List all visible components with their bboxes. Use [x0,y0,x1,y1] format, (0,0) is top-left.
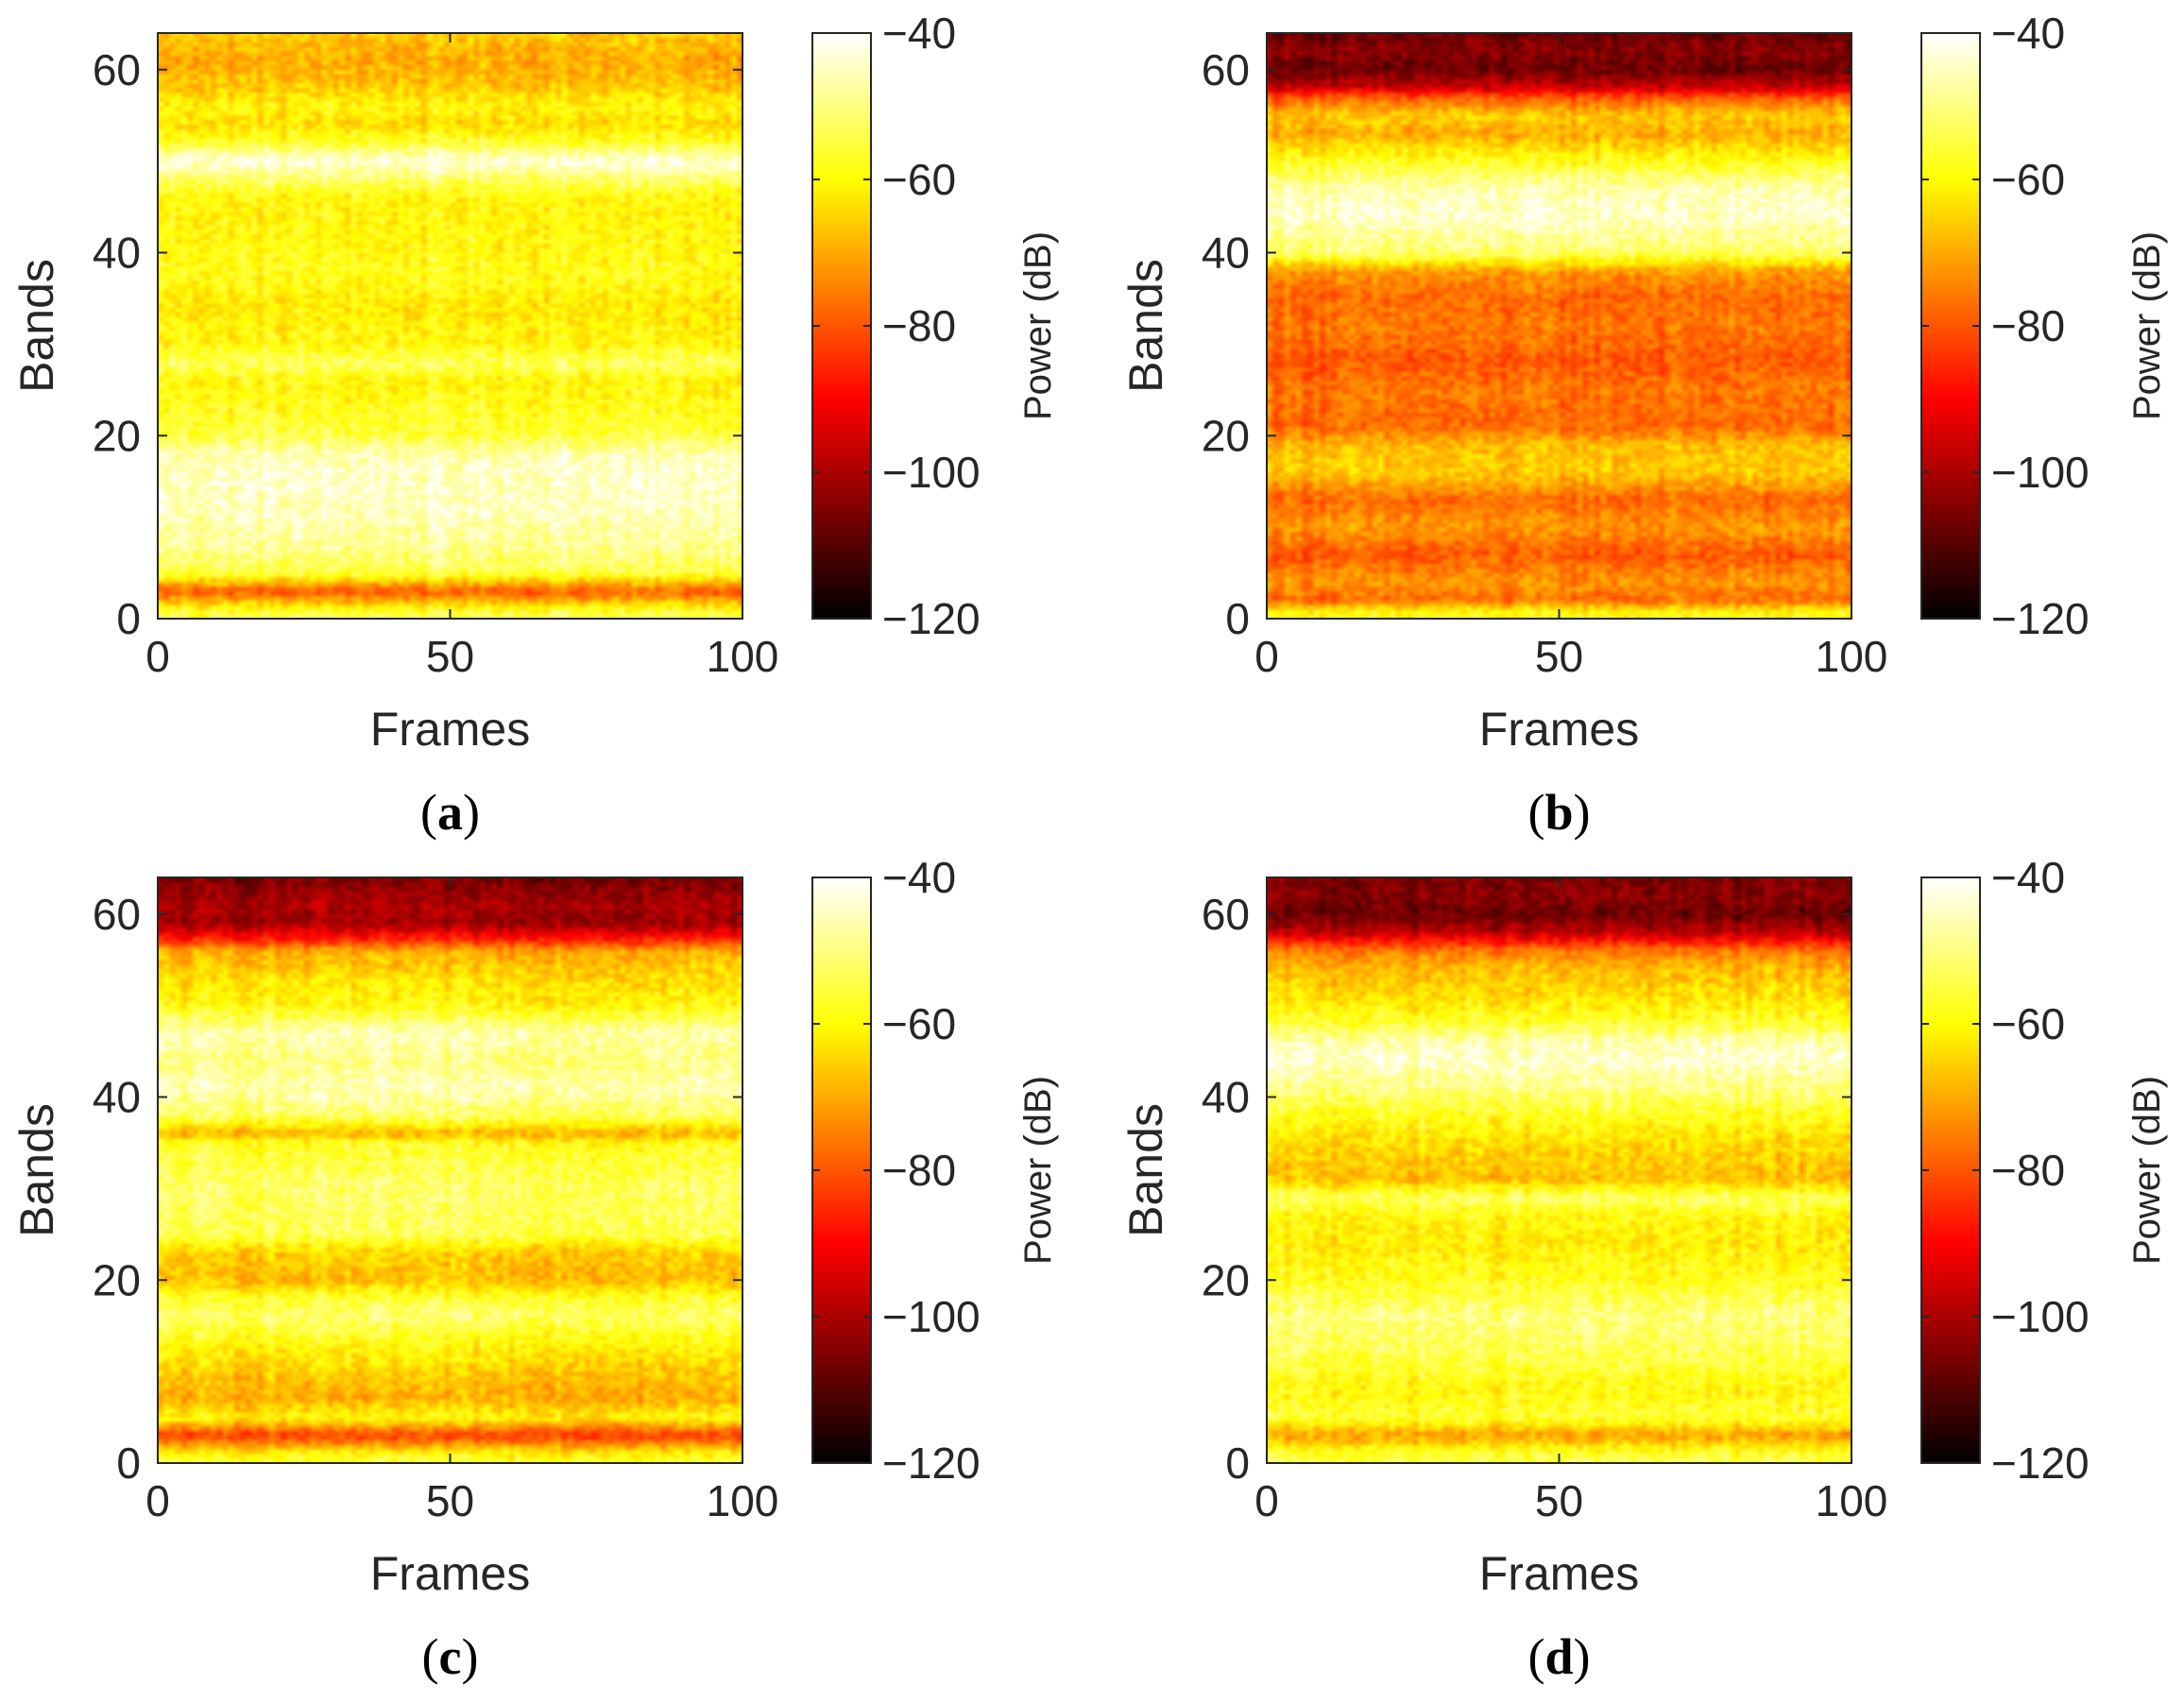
colorbar-tick-label: −60 [1991,999,2065,1048]
x-axis-label: Frames [370,703,530,756]
x-tick-label: 50 [1535,632,1583,681]
y-tick-label: 40 [1202,229,1250,278]
panel-caption: (d) [1527,1628,1590,1685]
panel-c: 0 50 100 0 20 40 60 Frames Bands −40 −60 −80 −100 −12… [10,853,1059,1685]
y-tick-label: 60 [1202,45,1250,94]
heatmap-image [158,877,742,1463]
y-axis-label: Bands [10,259,63,393]
panel-letter: a [437,784,463,841]
x-tick-label: 50 [1535,1476,1583,1525]
y-tick-label: 20 [1202,411,1250,460]
x-tick-label: 100 [1816,632,1888,681]
colorbar-tick-label: −60 [882,155,956,204]
panel-letter: b [1544,784,1573,841]
panel-a: 0 50 100 0 20 40 60 Frames Bands −40 −60 −80 −100 −12… [10,9,1059,841]
colorbar-tick-label: −80 [1991,301,2065,350]
colorbar-tick-label: −80 [882,301,956,350]
colorbar-label: Power (dB) [2126,1076,2168,1265]
x-tick-label: 50 [426,632,474,681]
colorbar-tick-label: −100 [882,448,981,497]
y-tick-label: 40 [93,1073,141,1122]
y-tick-label: 0 [116,1438,141,1488]
colorbar-label: Power (dB) [2126,231,2168,420]
colorbar-tick-label: −100 [1991,1292,2090,1341]
x-tick-label: 0 [1254,1476,1279,1525]
y-axis-label: Bands [1119,259,1172,393]
y-tick-label: 40 [1202,1073,1250,1122]
panel-caption: (a) [420,784,480,841]
heatmap-image [158,33,742,619]
colorbar-tick-label: −80 [882,1146,956,1195]
y-tick-label: 40 [93,229,141,278]
colorbar-tick-label: −40 [882,853,956,902]
x-tick-label: 50 [426,1476,474,1525]
colorbar-tick-label: −80 [1991,1146,2065,1195]
y-tick-label: 20 [93,1255,141,1304]
y-axis-label: Bands [1119,1103,1172,1237]
y-axis-label: Bands [10,1103,63,1237]
colorbar [811,32,872,620]
x-tick-label: 100 [707,1476,779,1525]
y-tick-label: 0 [1225,1438,1250,1488]
y-tick-label: 60 [93,890,141,939]
x-tick-label: 0 [145,632,170,681]
y-tick-label: 0 [1225,594,1250,643]
panel-d: 0 50 100 0 20 40 60 Frames Bands −40 −60 −80 −100 −12… [1119,853,2168,1685]
colorbar [1920,877,1981,1464]
heatmap-image [1267,33,1851,619]
x-tick-label: 0 [1254,632,1279,681]
y-tick-label: 0 [116,594,141,643]
colorbar [1920,32,1981,620]
panel-caption: (c) [422,1628,479,1685]
colorbar-tick-label: −60 [882,999,956,1048]
panel-caption: (b) [1527,784,1590,841]
colorbar-label: Power (dB) [1017,1076,1059,1265]
colorbar-label: Power (dB) [1017,231,1059,420]
colorbar [811,877,872,1464]
y-tick-label: 20 [93,411,141,460]
x-axis-label: Frames [1479,703,1639,756]
panel-letter: c [439,1628,462,1685]
heatmap-image [1267,877,1851,1463]
colorbar-tick-label: −120 [882,1438,981,1488]
colorbar-tick-label: −40 [1991,853,2065,902]
colorbar-tick-label: −120 [1991,594,2090,643]
colorbar-tick-label: −40 [882,9,956,58]
x-axis-label: Frames [1479,1547,1639,1600]
y-tick-label: 20 [1202,1255,1250,1304]
x-tick-label: 0 [145,1476,170,1525]
colorbar-tick-label: −40 [1991,9,2065,58]
panel-b: 0 50 100 0 20 40 60 Frames Bands −40 −60 −80 −100 −12… [1119,9,2168,841]
colorbar-tick-label: −100 [882,1292,981,1341]
colorbar-tick-label: −100 [1991,448,2090,497]
x-tick-label: 100 [707,632,779,681]
panel-letter: d [1544,1628,1573,1685]
y-tick-label: 60 [93,45,141,94]
x-tick-label: 100 [1816,1476,1888,1525]
y-tick-label: 60 [1202,890,1250,939]
colorbar-tick-label: −60 [1991,155,2065,204]
x-axis-label: Frames [370,1547,530,1600]
colorbar-tick-label: −120 [1991,1438,2090,1488]
colorbar-tick-label: −120 [882,594,981,643]
